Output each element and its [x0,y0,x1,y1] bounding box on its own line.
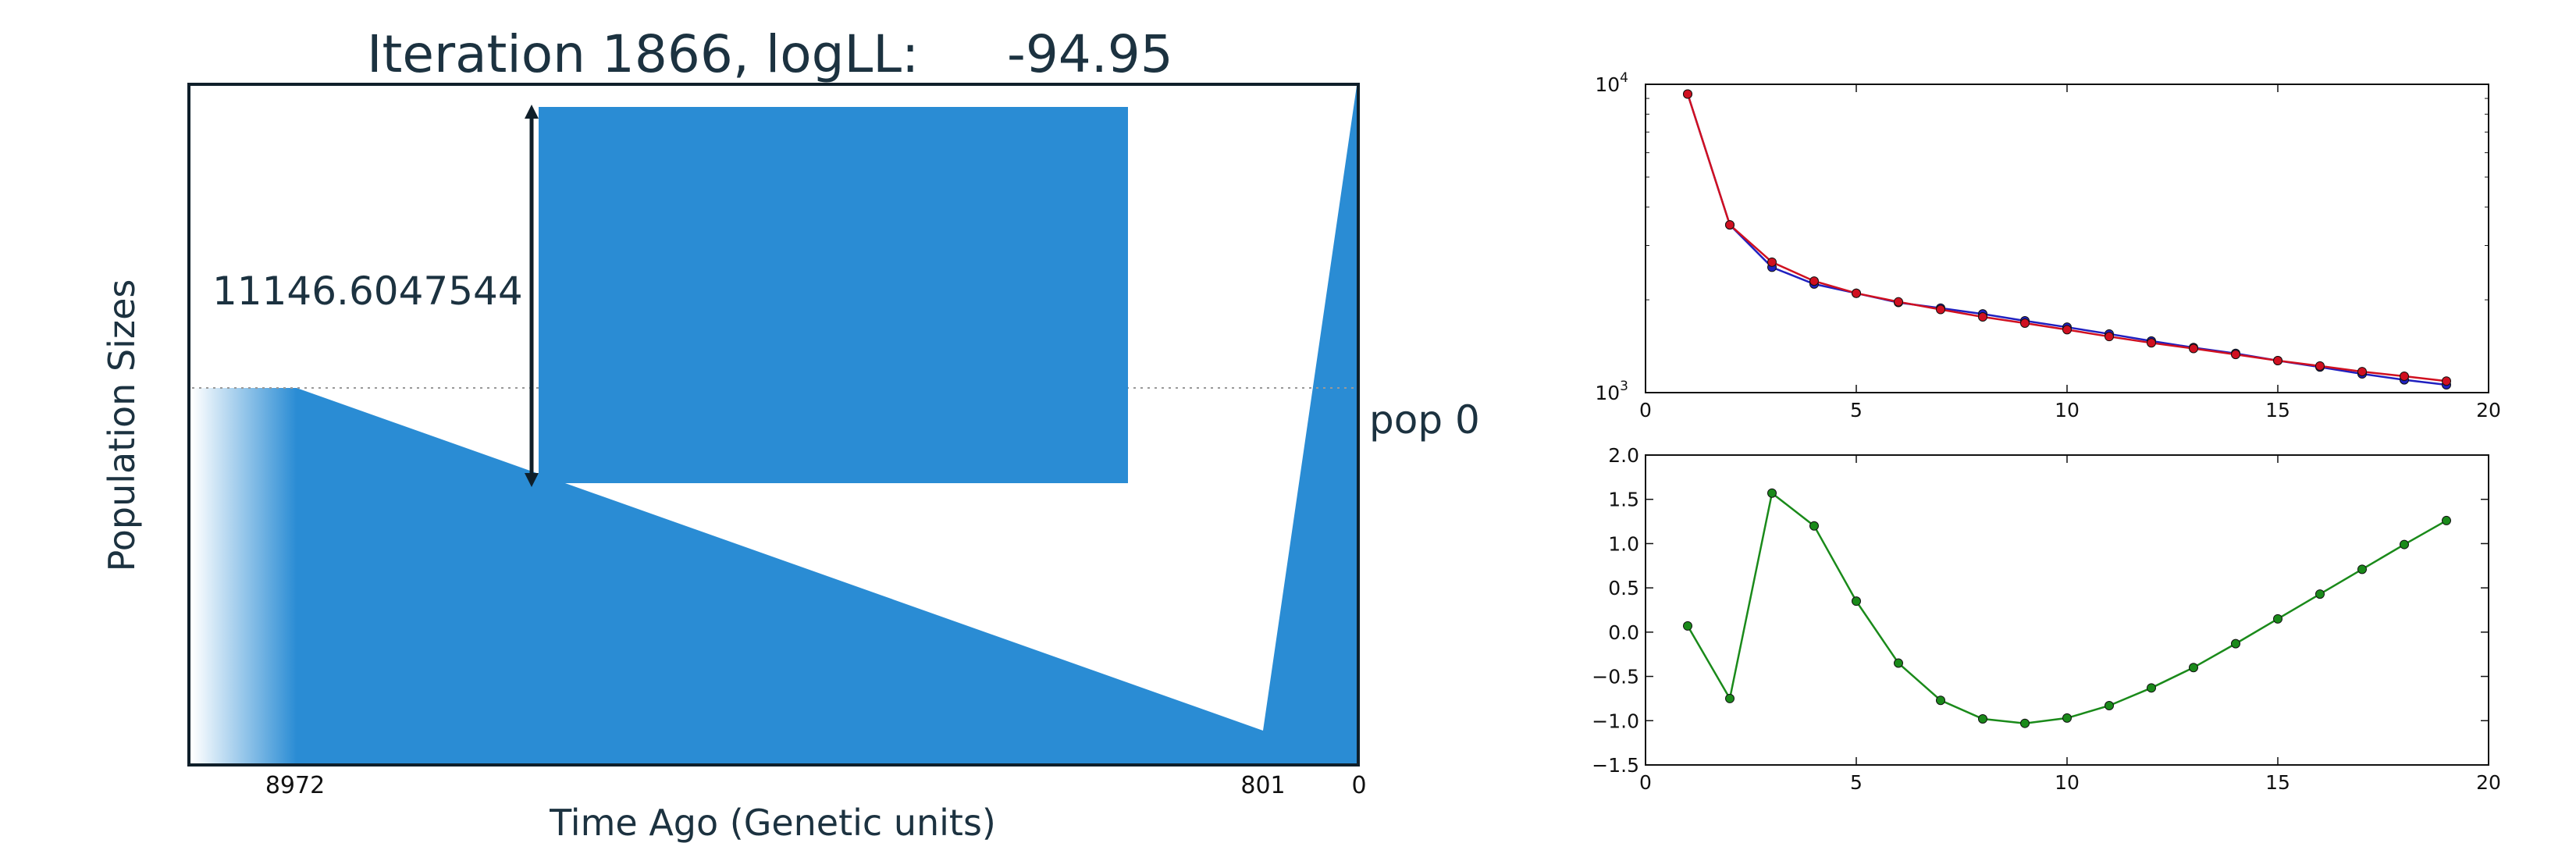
scale-value-label: 11146.6047544 [212,269,523,314]
gradient-chart-series-0-point [1936,695,1945,706]
gradient-chart-ytick-label: −0.5 [1592,666,1639,688]
xtick-0: 0 [1351,772,1366,799]
gradient-chart-ytick-label: 2.0 [1608,444,1639,467]
gradient-chart-series-0-line [1686,491,2447,724]
size-chart-series-1-point [2147,338,2156,348]
gradient-chart-series-0-point [2147,683,2156,693]
gradient-chart-xticks: 0 5 10 15 20 [1639,455,2501,794]
gradient-chart-ytick-label: 0.0 [1608,621,1639,644]
size-chart-series-0-line [1686,94,2447,386]
gradient-chart-series-0-point [2273,614,2282,624]
demography-plot: Iteration 1866, logLL: -94.95 11146.6047… [101,24,1480,843]
scale-box [539,107,1128,483]
size-chart-series-1-point [1809,276,1819,286]
gradient-chart-series-0-point [1767,488,1777,498]
gradient-chart-series-0-point [2105,701,2114,711]
size-chart-series-1-point [1725,220,1735,230]
gradient-chart-series-0-point [2315,589,2325,599]
size-chart-series-1-point [1852,288,1861,298]
gradient-chart-series-0-point [2442,515,2451,525]
gradient-chart-series-0-point [2020,718,2030,728]
gradient-chart-xtick-label: 15 [2265,771,2290,794]
size-chart-series-1-point [2273,355,2282,365]
size-chart-xtick-label: 0 [1639,399,1652,422]
gradient-chart-xtick-label: 10 [2055,771,2080,794]
size-chart-ytick-label: 103 [1595,379,1628,404]
gradient-chart-series-0-point [1978,714,1987,724]
size-chart-series-1-point [2400,372,2409,382]
size-chart-series-1-point [2189,343,2198,354]
size-chart-xtick-label: 5 [1850,399,1863,422]
gradient-chart-ytick-label: 1.0 [1608,532,1639,555]
size-chart-frame [1645,84,2489,393]
gradient-chart-series-0-point [2189,663,2198,673]
loglik-value: -94.95 [1007,24,1173,84]
y-axis-label: Population Sizes [101,279,143,572]
gradient-series-group [1683,488,2451,728]
size-chart-xtick-label: 10 [2055,399,2080,422]
main-plot-frame [187,83,1360,767]
gradient-chart-series-0-point [1683,621,1692,631]
scale-arrow [525,105,539,487]
gradient-chart-series-0-point [1894,658,1903,668]
size-chart-series-1-point [1936,304,1945,315]
size-series-group [1683,89,2451,390]
size-chart-series-1-point [2442,376,2451,386]
size-chart-series-1-point [2105,332,2114,342]
size-chart-yticks: 103 104 [1595,70,2489,404]
size-trajectory-chart: 0 5 10 15 20 103 104 [1595,70,2501,422]
size-chart-ytick-label: 104 [1595,70,1628,96]
gradient-chart-xtick-label: 0 [1639,771,1652,794]
gradient-chart-ytick-label: −1.5 [1592,754,1639,777]
gradient-chart-ytick-label: 1.5 [1608,489,1639,511]
gradient-chart-yticks: 2.0 1.5 1.0 0.5 0.0 −0.5 −1.0 −1.5 [1592,444,2489,777]
gradient-chart-series-0-point [1852,596,1861,606]
size-chart-xtick-label: 20 [2476,399,2501,422]
gradient-chart: 0 5 10 15 20 2.0 1.5 1.0 0.5 0.0 −0.5 −1.0 −1.5 [1592,444,2501,794]
gradient-chart-xtick-label: 5 [1850,771,1863,794]
xtick-801: 801 [1240,772,1285,799]
size-chart-xticks: 0 5 10 15 20 [1639,84,2501,422]
gradient-chart-series-0-point [2231,638,2240,649]
gradient-chart-series-0-point [1725,693,1735,703]
size-chart-xtick-label: 15 [2265,399,2290,422]
gradient-chart-ytick-label: −1.0 [1592,710,1639,732]
gradient-chart-xtick-label: 20 [2476,771,2501,794]
gradient-chart-series-0-point [2062,713,2072,723]
iteration-title: Iteration 1866, logLL: [367,24,919,84]
size-chart-series-1-point [1683,89,1692,99]
size-chart-series-1-point [2231,350,2240,360]
gradient-chart-ytick-label: 0.5 [1608,577,1639,599]
size-chart-series-1-point [1894,297,1903,307]
gradient-chart-series-0-point [2357,564,2367,574]
size-chart-series-1-point [2315,361,2325,371]
gradient-chart-series-0-point [2400,539,2409,550]
pop-label: pop 0 [1369,397,1480,443]
ancestral-fade-region [192,388,297,763]
size-chart-series-1-line [1686,94,2447,382]
size-chart-series-1-point [2357,367,2367,377]
size-chart-series-1-point [2062,325,2072,335]
size-chart-series-1-point [1767,257,1777,267]
population-shape [297,86,1357,763]
x-axis-label: Time Ago (Genetic units) [549,802,996,843]
size-chart-series-1-point [2020,318,2030,329]
gradient-chart-series-0-point [1809,521,1819,531]
xtick-8972: 8972 [265,772,325,799]
size-chart-series-1-point [1978,312,1987,322]
